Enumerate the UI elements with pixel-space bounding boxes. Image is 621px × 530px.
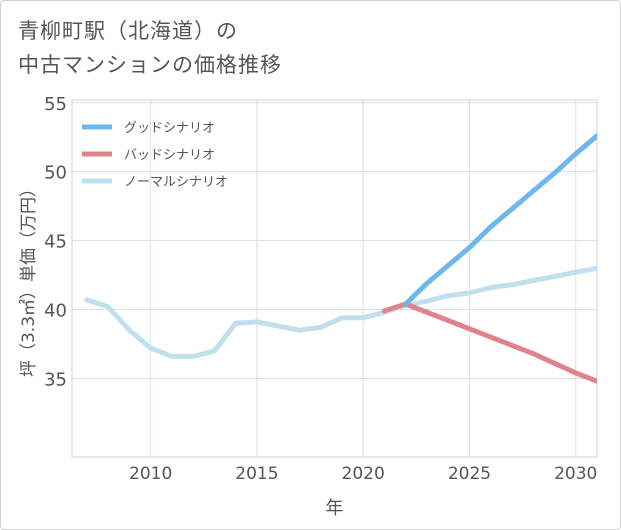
y-tick-label: 40	[44, 301, 67, 322]
chart-title-line-1: 青柳町駅（北海道）の	[18, 19, 238, 43]
legend-label-2: バッドシナリオ	[124, 148, 215, 163]
legend-label-1: グッドシナリオ	[124, 121, 215, 136]
y-tick-label: 35	[44, 369, 67, 390]
x-tick-label: 2020	[342, 464, 385, 484]
legend-label-3: ノーマルシナリオ	[124, 175, 228, 190]
y-axis-label: 坪（3.3㎡）単価（万円）	[19, 180, 39, 377]
x-tick-label: 2010	[129, 464, 172, 484]
x-tick-label: 2015	[235, 464, 278, 484]
x-tick-label: 2030	[554, 464, 597, 484]
x-tick-label: 2025	[448, 464, 491, 484]
y-tick-label: 55	[44, 94, 67, 115]
y-tick-label: 45	[44, 232, 67, 253]
series-group	[84, 133, 597, 384]
series-line-1	[403, 133, 597, 307]
chart-title: 青柳町駅（北海道）の 中古マンションの価格推移	[18, 14, 282, 82]
series-line-3	[84, 265, 597, 359]
chart-title-line-2: 中古マンションの価格推移	[18, 53, 282, 77]
series-line-2	[381, 301, 597, 384]
x-axis-label: 年	[326, 498, 344, 519]
plot-area	[71, 99, 598, 458]
y-tick-label: 50	[44, 163, 67, 184]
